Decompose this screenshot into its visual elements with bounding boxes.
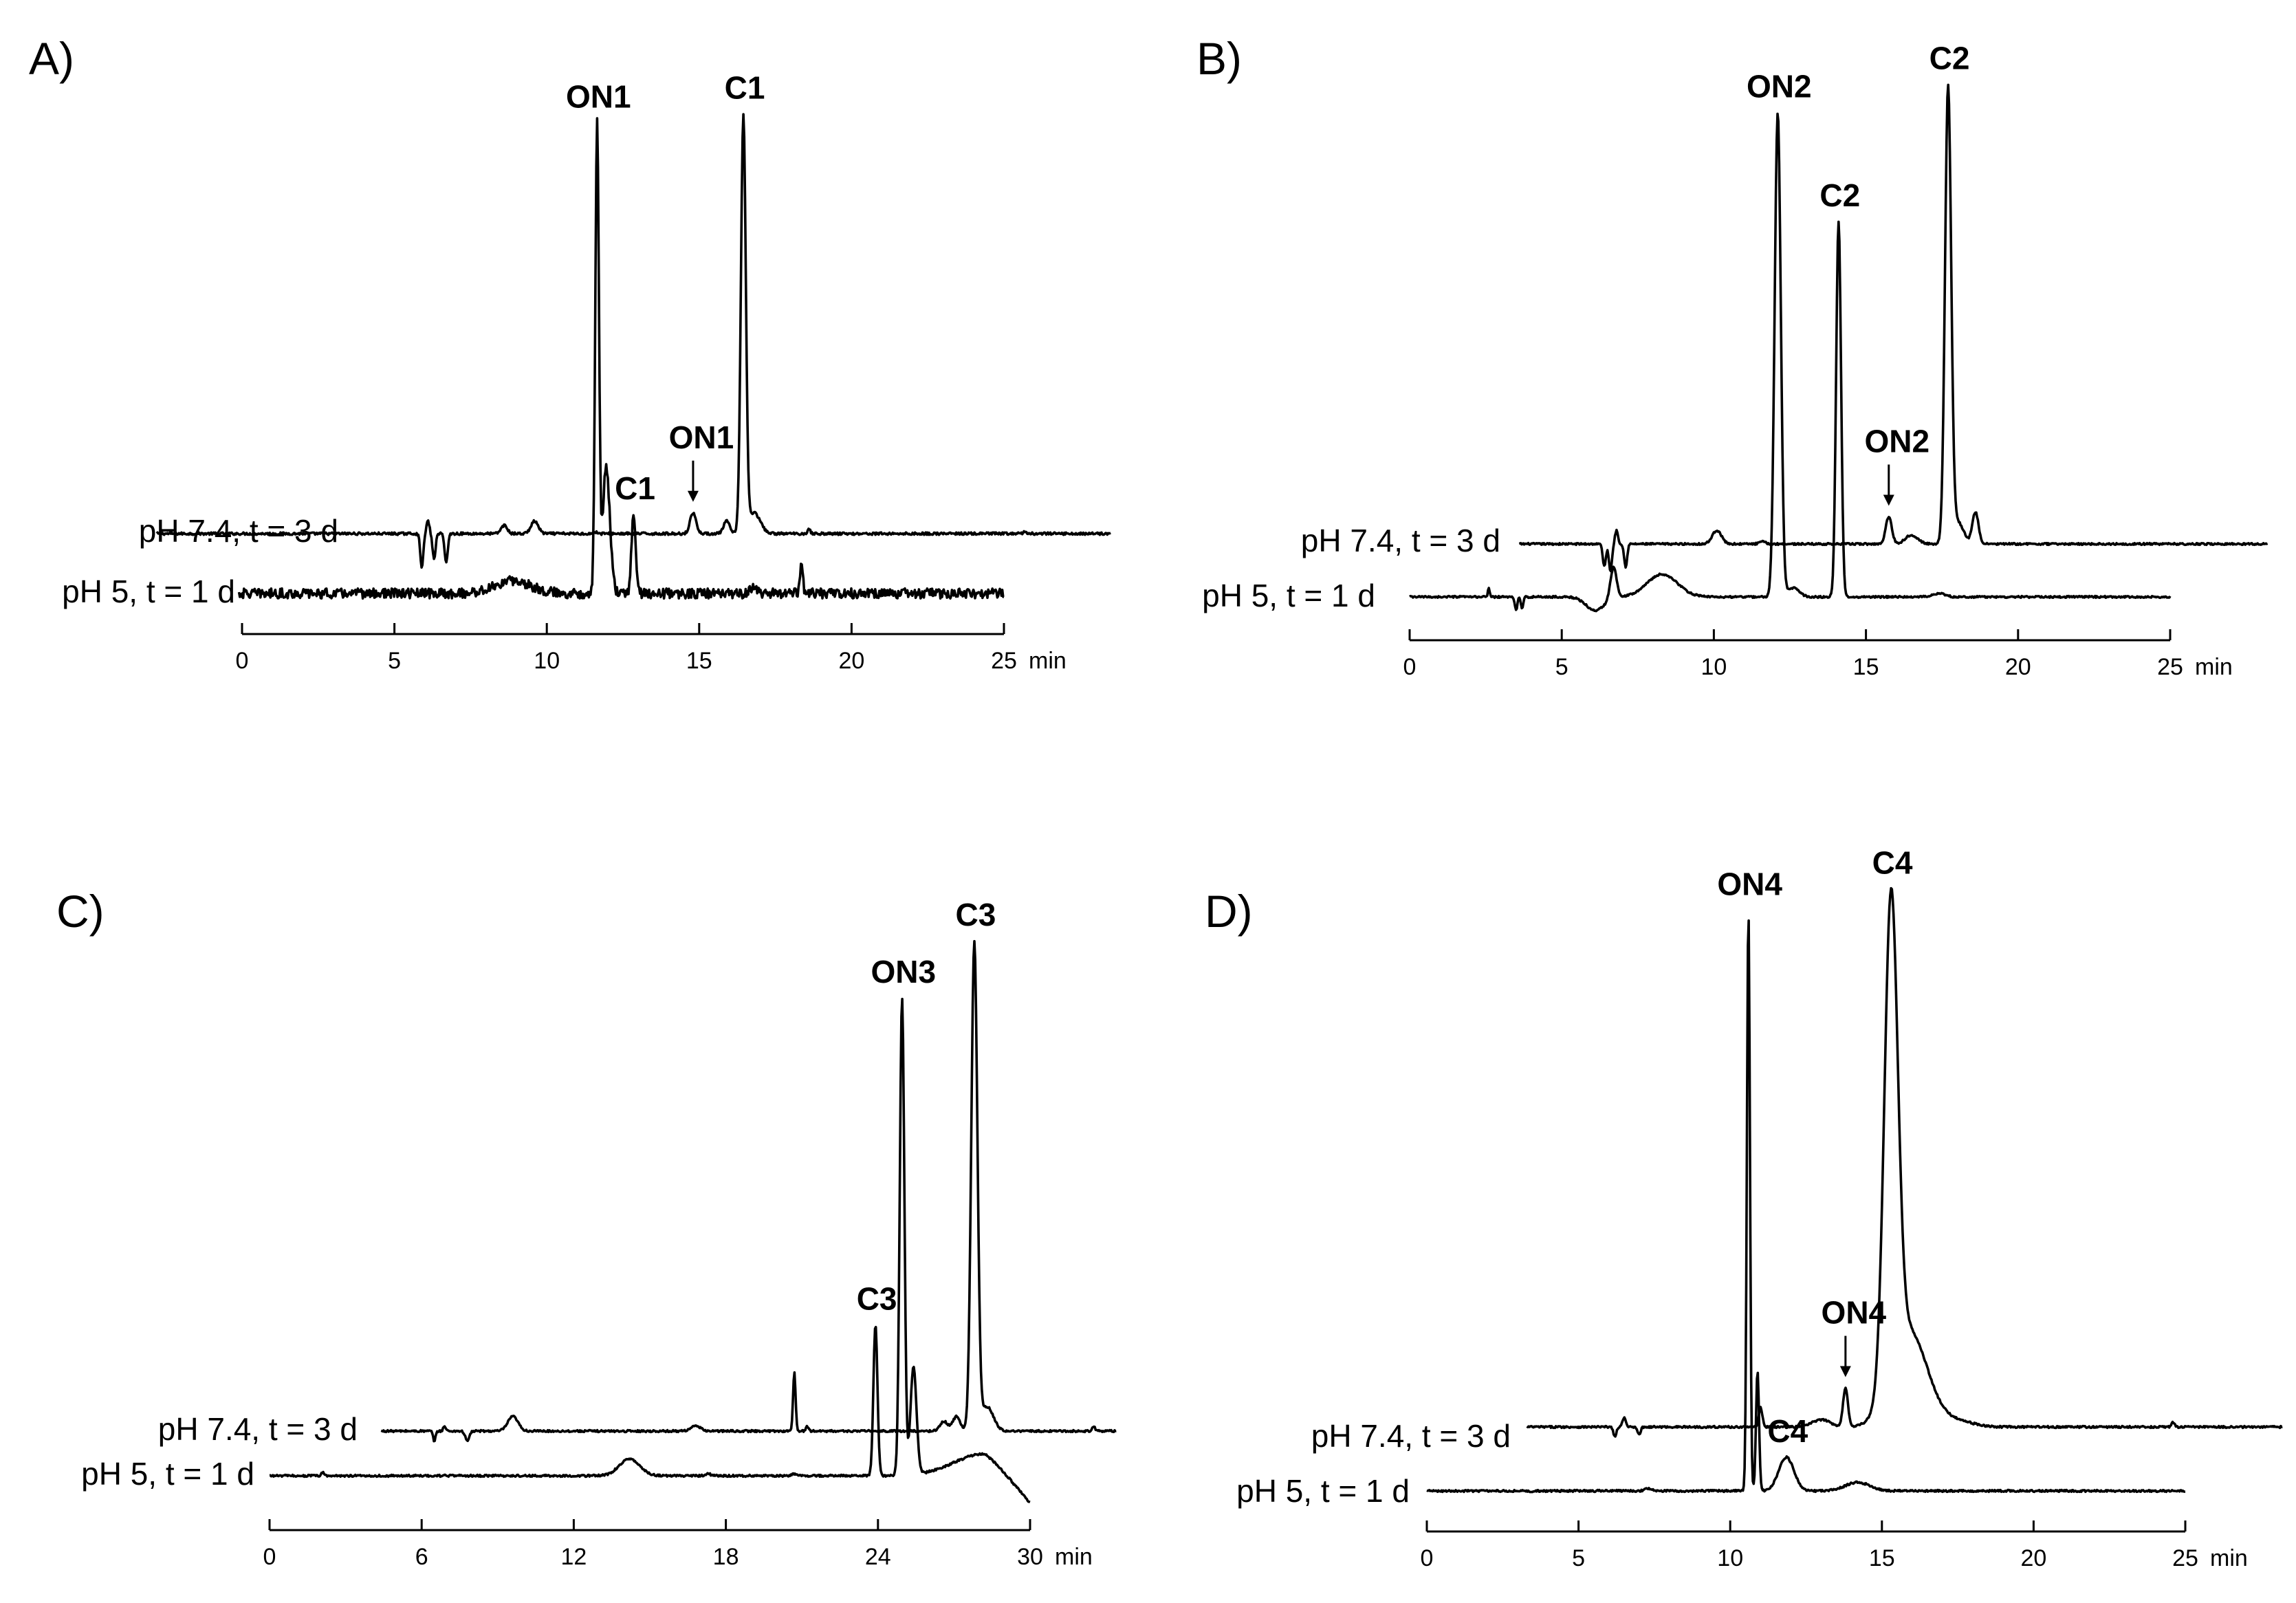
x-axis-unit: min: [2195, 654, 2233, 680]
trace-ph5-1d: [237, 117, 1005, 600]
x-tick-label: 30: [1017, 1544, 1043, 1570]
x-tick-label: 0: [263, 1544, 276, 1570]
trace-ph74-3d: [1518, 83, 2268, 573]
x-tick-label: 25: [2172, 1545, 2198, 1571]
trace-ph5-1d: [1409, 112, 2172, 613]
trace-ph74-3d: [1526, 886, 2283, 1438]
peak-annotation: ON4: [1717, 866, 1782, 902]
annotation-arrowhead: [1883, 494, 1894, 506]
peak-annotation: ON4: [1822, 1295, 1887, 1331]
series-label: pH 7.4, t = 3 d: [1311, 1418, 1511, 1454]
series-label: pH 7.4, t = 3 d: [1301, 523, 1500, 558]
trace-ph74-3d: [155, 113, 1111, 569]
peak-annotation: C3: [857, 1280, 897, 1316]
x-tick-label: 5: [388, 648, 401, 674]
trace-ph5-1d: [269, 997, 1031, 1503]
peak-annotation: ON2: [1864, 424, 1929, 459]
panel-label: A): [29, 33, 74, 84]
x-tick-label: 24: [865, 1544, 891, 1570]
x-tick-label: 0: [1403, 654, 1417, 680]
peak-annotation: C2: [1819, 177, 1860, 213]
trace-ph5-1d: [1426, 919, 2186, 1494]
panel-label: D): [1205, 886, 1253, 937]
x-tick-label: 6: [415, 1544, 428, 1570]
series-label: pH 7.4, t = 3 d: [139, 513, 338, 549]
panel-b: B) 0 5 10 15 20 25 min pH 7.4, t = 3 d pH 5, t = …: [1196, 33, 2268, 680]
x-tick-label: 20: [2020, 1545, 2046, 1571]
x-axis-unit: min: [1029, 648, 1067, 674]
peak-annotation: C3: [955, 897, 996, 933]
x-tick-label: 25: [991, 648, 1017, 674]
trace-ph74-3d: [380, 939, 1117, 1443]
series-label: pH 5, t = 1 d: [1236, 1473, 1410, 1509]
x-tick-label: 5: [1572, 1545, 1585, 1571]
x-tick-label: 18: [713, 1544, 739, 1570]
x-tick-label: 15: [686, 648, 712, 674]
series-label: pH 7.4, t = 3 d: [158, 1411, 358, 1447]
panel-c: C) 0 6 12 18 24 30 min pH 7.4, t = 3 d pH 5, t = …: [56, 886, 1117, 1570]
x-tick-label: 0: [236, 648, 249, 674]
x-tick-label: 10: [1701, 654, 1727, 680]
panel-a: A) 0 5 10 15 20 25 min pH 7.4, t = 3 d pH 5, t = …: [29, 33, 1111, 674]
peak-annotation: C4: [1872, 844, 1913, 880]
panel-label: B): [1196, 33, 1242, 84]
series-label: pH 5, t = 1 d: [81, 1456, 254, 1492]
annotation-arrowhead: [687, 490, 699, 502]
panel-d: D) 0 5 10 15 20 25 min pH 7.4, t = 3 d pH 5, t = …: [1205, 844, 2283, 1571]
series-label: pH 5, t = 1 d: [62, 574, 235, 609]
peak-annotation: C4: [1767, 1413, 1808, 1449]
x-axis-unit: min: [2210, 1545, 2248, 1571]
peak-annotation: ON1: [566, 79, 631, 115]
x-tick-label: 10: [534, 648, 560, 674]
peak-annotation: C1: [615, 470, 655, 506]
panel-label: C): [56, 886, 105, 937]
peak-annotation: ON1: [669, 419, 734, 455]
series-label: pH 5, t = 1 d: [1202, 578, 1375, 613]
x-tick-label: 15: [1853, 654, 1879, 680]
x-tick-label: 12: [560, 1544, 587, 1570]
x-tick-label: 10: [1717, 1545, 1743, 1571]
peak-annotation: C1: [725, 69, 765, 105]
x-tick-label: 15: [1869, 1545, 1895, 1571]
peak-annotation: C2: [1929, 40, 1970, 76]
x-tick-label: 20: [2005, 654, 2031, 680]
x-axis-unit: min: [1055, 1544, 1093, 1570]
x-tick-label: 20: [838, 648, 864, 674]
x-tick-label: 5: [1555, 654, 1568, 680]
peak-annotation: ON2: [1747, 68, 1812, 104]
x-tick-label: 25: [2157, 654, 2183, 680]
x-tick-label: 0: [1421, 1545, 1434, 1571]
annotation-arrowhead: [1839, 1366, 1851, 1377]
peak-annotation: ON3: [871, 954, 937, 990]
